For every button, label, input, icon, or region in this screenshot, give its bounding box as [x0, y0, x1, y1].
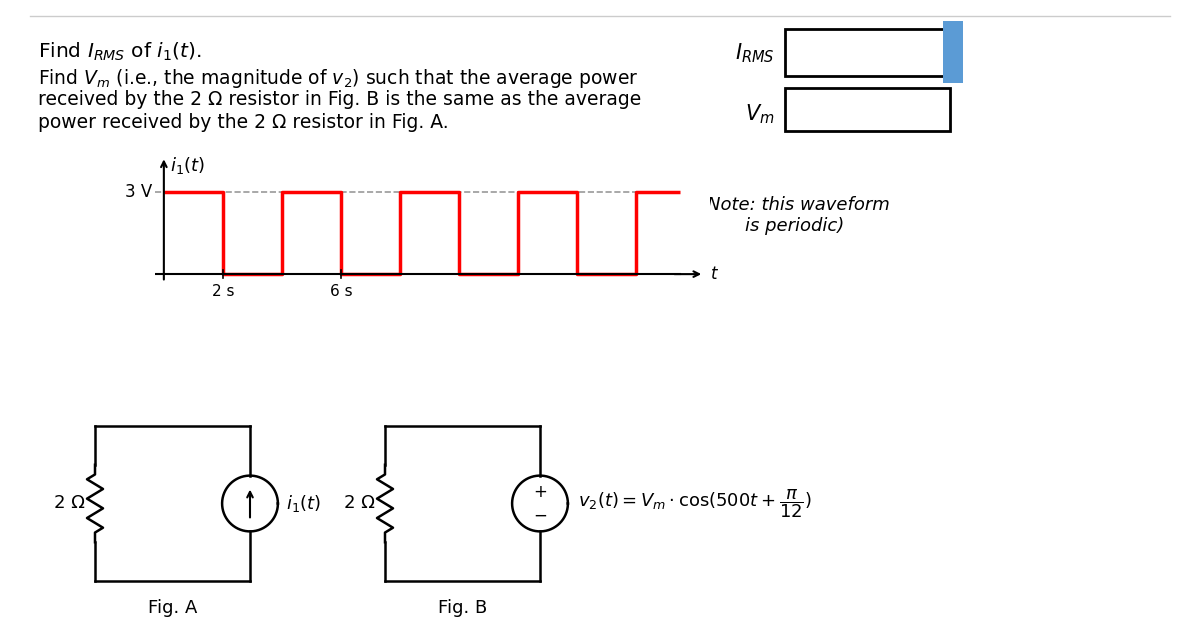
Text: Find $V_m$ (i.e., the magnitude of $v_2$) such that the average power: Find $V_m$ (i.e., the magnitude of $v_2$…	[38, 67, 638, 90]
Text: (Note: this waveform
is periodic): (Note: this waveform is periodic)	[700, 196, 890, 235]
Text: $v_2(t) = V_m \cdot \cos(500t + \dfrac{\pi}{12})$: $v_2(t) = V_m \cdot \cos(500t + \dfrac{\…	[578, 487, 811, 520]
Text: 2 Ω: 2 Ω	[54, 494, 85, 513]
Text: +: +	[533, 483, 547, 501]
Text: $i_1(t)$: $i_1(t)$	[169, 155, 205, 176]
Text: −: −	[533, 506, 547, 524]
Text: Fig. B: Fig. B	[438, 599, 487, 617]
Text: $i_1(t)$: $i_1(t)$	[286, 493, 320, 514]
Text: power received by the 2 Ω resistor in Fig. A.: power received by the 2 Ω resistor in Fi…	[38, 113, 449, 132]
Text: $t$: $t$	[710, 265, 719, 283]
Bar	[785, 88, 950, 131]
Text: 2 s: 2 s	[211, 284, 234, 299]
Text: 3 V: 3 V	[125, 183, 152, 201]
Bar	[785, 29, 950, 76]
Text: 6 s: 6 s	[330, 284, 353, 299]
Text: 2 Ω: 2 Ω	[344, 494, 374, 513]
Text: $V_m$: $V_m$	[745, 102, 775, 126]
Bar	[943, 21, 964, 83]
Text: Fig. A: Fig. A	[148, 599, 197, 617]
Text: Find $I_{RMS}$ of $i_1(t)$.: Find $I_{RMS}$ of $i_1(t)$.	[38, 41, 202, 63]
Text: $I_{RMS}$: $I_{RMS}$	[736, 41, 775, 65]
Text: received by the 2 Ω resistor in Fig. B is the same as the average: received by the 2 Ω resistor in Fig. B i…	[38, 90, 641, 109]
